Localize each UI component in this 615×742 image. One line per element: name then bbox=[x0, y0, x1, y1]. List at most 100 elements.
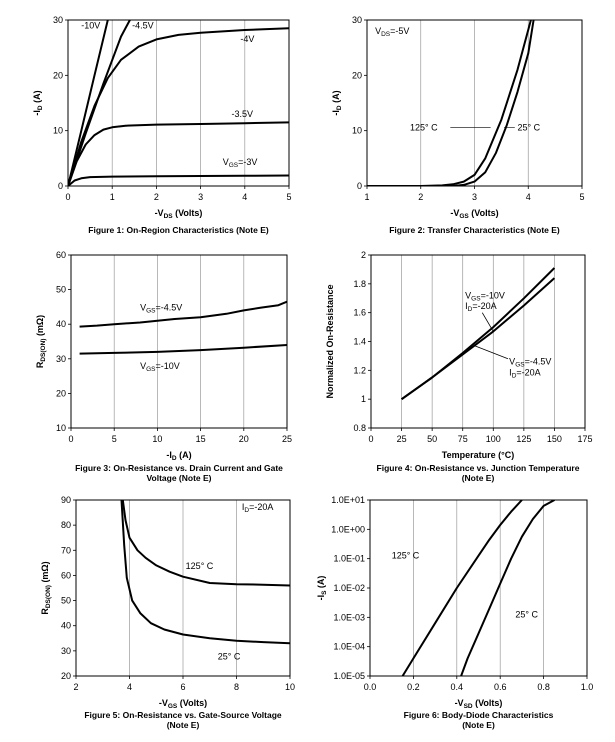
x-tick-label: 4 bbox=[526, 192, 531, 202]
leader-arrow bbox=[474, 345, 509, 360]
y-tick-label: 1.6 bbox=[353, 308, 366, 318]
y-tick-label: 1 bbox=[361, 394, 366, 404]
x-tick-label: 3 bbox=[198, 192, 203, 202]
y-tick-label: 40 bbox=[56, 319, 66, 329]
y-tick-label: 1.4 bbox=[353, 337, 366, 347]
x-tick-label: 20 bbox=[239, 434, 249, 444]
figure-caption: Figure 6: Body-Diode Characteristics bbox=[404, 710, 554, 720]
y-tick-label: 90 bbox=[61, 495, 71, 505]
x-tick-label: 0.0 bbox=[364, 682, 377, 692]
series-line-1 bbox=[121, 500, 290, 587]
y-tick-label: 10 bbox=[56, 423, 66, 433]
annotation-label: 25° C bbox=[218, 652, 241, 662]
series-line-2 bbox=[367, 20, 535, 186]
y-tick-label: 30 bbox=[352, 15, 362, 25]
fig5-chart: 2 4 6 8 10 20 30 40 50 60 70 80 90 -VGS (Volts) RDS(ON… bbox=[40, 495, 295, 730]
x-tick-label: 0.4 bbox=[451, 682, 464, 692]
series-line-2 bbox=[401, 277, 556, 401]
y-tick-label: 70 bbox=[61, 545, 71, 555]
x-tick-label: 15 bbox=[196, 434, 206, 444]
x-tick-label: 100 bbox=[486, 434, 501, 444]
leader-arrow bbox=[481, 312, 494, 332]
x-tick-label: 50 bbox=[427, 434, 437, 444]
x-tick-label: 8 bbox=[234, 682, 239, 692]
series-line-1 bbox=[79, 300, 287, 328]
plot-frame bbox=[369, 499, 588, 677]
x-tick-label: 2 bbox=[73, 682, 78, 692]
figure-caption: Figure 3: On-Resistance vs. Drain Curren… bbox=[75, 463, 283, 473]
x-tick-label: 5 bbox=[112, 434, 117, 444]
annotation-label: -4.5V bbox=[132, 20, 154, 30]
series-line-1 bbox=[401, 500, 523, 676]
annotation-label: 125° C bbox=[186, 561, 214, 571]
annotation-label: ID=-20A bbox=[465, 301, 497, 313]
y-tick-label: 0.8 bbox=[353, 423, 366, 433]
y-tick-label: 1.0E+00 bbox=[331, 524, 365, 534]
y-tick-label: 10 bbox=[352, 126, 362, 136]
y-tick-label: 1.8 bbox=[353, 279, 366, 289]
y-axis-title: -IS (A) bbox=[316, 576, 328, 601]
x-tick-label: 1.0 bbox=[581, 682, 594, 692]
y-tick-label: 1.2 bbox=[353, 365, 366, 375]
figure-caption: (Note E) bbox=[167, 720, 200, 730]
x-axis-title: -VSD (Volts) bbox=[455, 698, 503, 710]
x-tick-label: 0.6 bbox=[494, 682, 507, 692]
x-tick-label: 25 bbox=[282, 434, 292, 444]
figure-caption: Figure 5: On-Resistance vs. Gate-Source … bbox=[84, 710, 282, 720]
y-tick-label: 40 bbox=[61, 621, 71, 631]
annotation-label: VGS=-10V bbox=[140, 361, 180, 373]
x-tick-label: 25 bbox=[397, 434, 407, 444]
x-tick-label: 3 bbox=[472, 192, 477, 202]
y-tick-label: 50 bbox=[56, 285, 66, 295]
series-line-1 bbox=[367, 20, 532, 186]
x-tick-label: 2 bbox=[154, 192, 159, 202]
y-tick-label: 50 bbox=[61, 596, 71, 606]
fig2-chart: 1 2 3 4 5 0 10 20 30 -VGS (Volts) -ID (A) Figure 2:… bbox=[331, 15, 585, 235]
series-line-5 bbox=[68, 174, 289, 186]
x-tick-label: 10 bbox=[285, 682, 295, 692]
y-tick-label: 30 bbox=[56, 354, 66, 364]
fig4-chart: 0 25 50 75 100 125 150 175 0.8 1 1.2 1.4 1.6 1.8 2 Temp… bbox=[325, 250, 593, 483]
figure-caption: (Note E) bbox=[462, 720, 495, 730]
y-tick-label: 0 bbox=[58, 181, 63, 191]
x-tick-label: 10 bbox=[152, 434, 162, 444]
x-tick-label: 75 bbox=[458, 434, 468, 444]
x-axis-title: -VGS (Volts) bbox=[159, 698, 207, 710]
y-tick-label: 20 bbox=[352, 70, 362, 80]
x-tick-label: 5 bbox=[286, 192, 291, 202]
y-tick-label: 60 bbox=[56, 250, 66, 260]
y-tick-label: 30 bbox=[61, 646, 71, 656]
annotation-label: -3.5V bbox=[232, 109, 254, 119]
figure-caption: Figure 4: On-Resistance vs. Junction Tem… bbox=[377, 463, 580, 473]
annotation-label: 125° C bbox=[392, 551, 420, 561]
y-tick-label: 1.0E-05 bbox=[333, 671, 365, 681]
x-tick-label: 6 bbox=[180, 682, 185, 692]
annotation-label: 25° C bbox=[515, 609, 538, 619]
y-tick-label: 80 bbox=[61, 520, 71, 530]
series-line-2 bbox=[68, 20, 131, 186]
figure-caption: Voltage (Note E) bbox=[146, 473, 211, 483]
y-tick-label: 20 bbox=[56, 388, 66, 398]
x-tick-label: 5 bbox=[579, 192, 584, 202]
x-tick-label: 125 bbox=[516, 434, 531, 444]
annotation-label: -10V bbox=[81, 20, 100, 30]
y-axis-title: Normalized On-Resistance bbox=[325, 284, 335, 398]
fig6-chart: 0.0 0.2 0.4 0.6 0.8 1.0 1.0E-05 1.0E-04 1.0E-03 1… bbox=[316, 495, 593, 730]
annotation-label: ID=-20A bbox=[242, 502, 274, 514]
plot-frame bbox=[370, 254, 586, 429]
y-tick-label: 1.0E-02 bbox=[333, 583, 365, 593]
x-tick-label: 0 bbox=[368, 434, 373, 444]
x-tick-label: 4 bbox=[242, 192, 247, 202]
y-axis-title: -ID (A) bbox=[331, 90, 343, 115]
x-axis-title: Temperature (°C) bbox=[442, 450, 514, 460]
y-tick-label: 1.0E-03 bbox=[333, 612, 365, 622]
annotation-label: VDS=-5V bbox=[375, 26, 409, 38]
x-tick-label: 150 bbox=[547, 434, 562, 444]
annotation-label: VGS=-10V bbox=[465, 290, 505, 302]
annotation-label: -4V bbox=[240, 34, 254, 44]
y-axis-title: RDS(ON) (mΩ) bbox=[40, 561, 52, 614]
y-tick-label: 60 bbox=[61, 570, 71, 580]
y-axis-title: RDS(ON) (mΩ) bbox=[35, 315, 47, 368]
x-tick-label: 4 bbox=[127, 682, 132, 692]
